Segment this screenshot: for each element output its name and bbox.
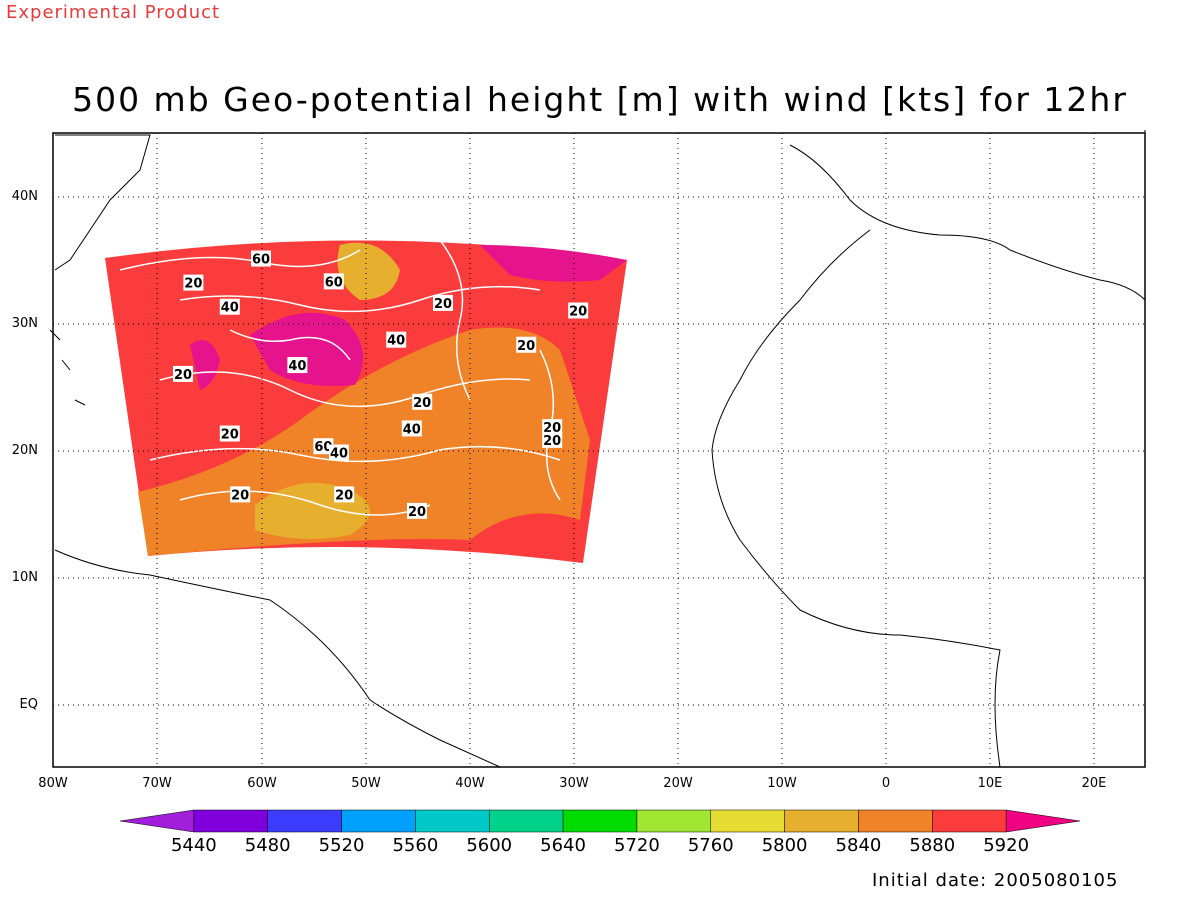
colorbar-swatch — [784, 809, 859, 833]
colorbar-swatch — [193, 809, 268, 833]
map-title: 500 mb Geo-potential height [m] with win… — [72, 80, 1128, 119]
contour-label: 20 — [412, 393, 433, 411]
initial-date: Initial date: 2005080105 — [872, 870, 1119, 891]
colorbar-swatch — [858, 809, 933, 833]
colorbar-swatch — [341, 809, 416, 833]
contour-label: 60 — [313, 438, 334, 455]
map-frame — [52, 132, 1146, 768]
svg-text:40: 40 — [288, 359, 306, 374]
height-field-orange-south — [138, 327, 590, 556]
lon-label-0: 0 — [881, 776, 891, 791]
contour-label: 60 — [251, 250, 271, 268]
svg-text:60: 60 — [314, 440, 332, 455]
experimental-product-tag: Experimental Product — [6, 2, 221, 23]
colorbar-level-label: 5920 — [983, 835, 1030, 856]
height-field-gold-north — [337, 242, 400, 300]
svg-text:20: 20 — [221, 428, 239, 443]
lon-label-20w: 20W — [663, 776, 693, 791]
lon-label-70w: 70W — [142, 776, 172, 791]
lon-label-10e: 10E — [977, 776, 1003, 791]
contour-label: 20 — [173, 365, 193, 383]
colorbar-level-label: 5760 — [687, 835, 734, 856]
lon-label-40w: 40W — [455, 776, 485, 791]
colorbar-level-label: 5520 — [318, 835, 365, 856]
colorbar-swatch — [415, 809, 490, 833]
lon-label-60w: 60W — [247, 776, 277, 791]
svg-text:20: 20 — [408, 505, 426, 520]
colorbar-swatch — [636, 809, 712, 833]
contour-label: 20 — [219, 425, 240, 443]
lat-label-30n: 30N — [11, 316, 38, 331]
colorbar — [119, 809, 1081, 833]
colorbar-level-label: 5480 — [244, 835, 291, 856]
svg-text:20: 20 — [517, 339, 535, 354]
colorbar-level-label: 5720 — [614, 835, 660, 856]
colorbar-level-label: 5640 — [540, 835, 586, 856]
svg-text:20: 20 — [231, 488, 249, 503]
svg-text:20: 20 — [335, 488, 353, 503]
svg-text:40: 40 — [387, 334, 405, 349]
lat-label-40n: 40N — [11, 189, 38, 204]
colorbar-level-label: 5840 — [835, 835, 882, 856]
colorbar-level-label: 5600 — [466, 835, 513, 856]
colorbar-level-label: 5560 — [392, 835, 439, 856]
lat-label-eq: EQ — [19, 697, 38, 712]
colorbar-swatch — [562, 809, 638, 833]
svg-text:20: 20 — [434, 297, 452, 312]
svg-text:40: 40 — [330, 447, 348, 462]
colorbar-low-extension — [119, 809, 195, 833]
lat-label-10n: 10N — [11, 570, 38, 585]
svg-text:40: 40 — [403, 422, 421, 437]
colorbar-high-extension — [1005, 809, 1081, 833]
lon-label-30w: 30W — [559, 776, 589, 791]
height-field-magenta-center — [250, 312, 363, 386]
height-field-magenta-northeast — [480, 245, 627, 282]
contour-label: 40 — [329, 444, 349, 462]
lon-label-80w: 80W — [38, 776, 68, 791]
height-field-magenta-west — [190, 340, 220, 390]
colorbar-level-label: 5440 — [170, 835, 217, 856]
lon-label-20e: 20E — [1081, 776, 1107, 791]
contour-label: 40 — [401, 420, 422, 437]
contour-label: 20 — [334, 486, 355, 503]
colorbar-swatch — [932, 809, 1007, 833]
contour-label: 20 — [407, 502, 427, 520]
lon-label-50w: 50W — [351, 776, 381, 791]
svg-text:20: 20 — [184, 277, 202, 292]
svg-text:60: 60 — [325, 275, 343, 290]
svg-text:40: 40 — [221, 301, 239, 316]
contour-label: 60 — [323, 273, 344, 290]
contour-label: 20 — [230, 486, 251, 503]
lat-label-20n: 20N — [11, 443, 38, 458]
lon-label-10w: 10W — [767, 776, 797, 791]
contour-label: 20 — [542, 431, 563, 449]
colorbar-swatch — [267, 809, 342, 833]
contour-label: 40 — [386, 331, 407, 349]
svg-text:20: 20 — [543, 434, 561, 449]
svg-text:20: 20 — [413, 396, 431, 411]
contour-label: 20 — [568, 302, 589, 320]
svg-text:20: 20 — [569, 305, 587, 320]
colorbar-level-label: 5800 — [761, 835, 808, 856]
contour-label: 40 — [219, 298, 240, 316]
svg-text:60: 60 — [252, 253, 270, 268]
colorbar-swatch — [710, 809, 785, 833]
contour-label: 20 — [516, 336, 537, 354]
svg-text:20: 20 — [174, 368, 192, 383]
contour-label: 40 — [287, 357, 308, 374]
contour-label: 20 — [183, 274, 204, 292]
colorbar-level-label: 5880 — [909, 835, 956, 856]
lat-lon-grid — [53, 133, 1145, 767]
colorbar-swatch — [488, 809, 564, 833]
contour-label: 20 — [433, 294, 453, 312]
